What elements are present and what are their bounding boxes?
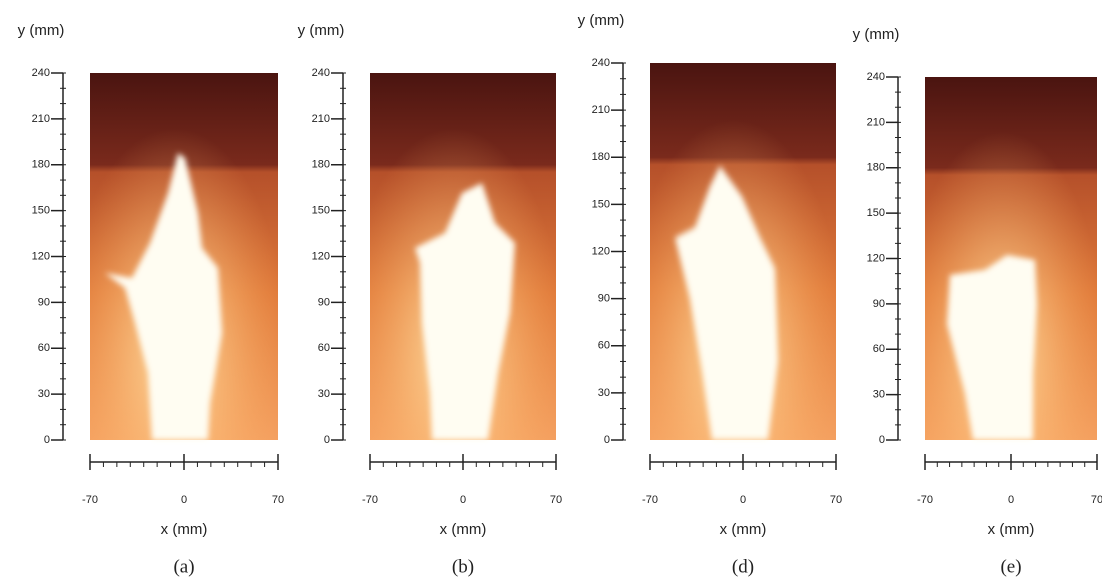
y-tick-label: 60 [598,340,610,352]
x-tick-label: -70 [642,494,658,506]
x-tick-label: 0 [740,494,746,506]
panel: 0 30 60 90 120 150 180 210 240 y (mm) -70 0 70 x (mm)… [578,12,842,577]
x-axis-label: x (mm) [161,521,208,538]
panel-caption: (a) [173,556,194,577]
y-tick-label: 240 [592,57,610,69]
y-tick-label: 90 [38,296,50,308]
x-tick-label: 70 [272,494,284,506]
flame [947,255,1037,440]
y-tick-label: 0 [44,434,50,446]
y-tick-label: 60 [38,342,50,354]
x-tick-label: -70 [362,494,378,506]
y-tick-label: 240 [867,71,885,83]
x-axis-label: x (mm) [720,521,767,538]
x-axis-label: x (mm) [440,521,487,538]
x-tick-label: 70 [550,494,562,506]
y-tick-label: 180 [312,159,330,171]
y-tick-label: 210 [312,113,330,125]
y-tick-label: 30 [38,388,50,400]
x-tick-label: 70 [1091,494,1102,506]
y-tick-label: 90 [318,296,330,308]
panel-caption: (d) [732,556,754,577]
flame [105,153,222,440]
y-tick-label: 90 [873,298,885,310]
panel: 0 30 60 90 120 150 180 210 240 y (mm) -70 0 70 x (mm)… [18,22,284,577]
panel-caption: (b) [452,556,474,577]
y-tick-label: 210 [32,113,50,125]
y-tick-label: 180 [592,151,610,163]
panel: 0 30 60 90 120 150 180 210 240 y (mm) -70 0 70 x (mm)… [298,22,562,577]
flame [675,165,778,440]
y-tick-label: 30 [598,387,610,399]
y-tick-label: 120 [592,245,610,257]
y-tick-label: 240 [32,67,50,79]
y-tick-label: 150 [32,205,50,217]
y-tick-label: 210 [867,116,885,128]
y-axis-label: y (mm) [853,26,900,43]
x-tick-label: -70 [917,494,933,506]
y-tick-label: 120 [312,250,330,262]
y-tick-label: 150 [867,207,885,219]
flame [415,183,515,440]
y-axis-label: y (mm) [578,12,625,29]
y-tick-label: 60 [873,343,885,355]
y-tick-label: 0 [879,434,885,446]
y-tick-label: 30 [873,389,885,401]
y-tick-label: 210 [592,104,610,116]
panel-caption: (e) [1000,556,1021,577]
y-tick-label: 90 [598,293,610,305]
y-tick-label: 120 [867,252,885,264]
x-tick-label: 0 [1008,494,1014,506]
x-tick-label: 0 [181,494,187,506]
x-tick-label: -70 [82,494,98,506]
x-axis-label: x (mm) [988,521,1035,538]
x-tick-label: 70 [830,494,842,506]
y-tick-label: 150 [592,198,610,210]
y-axis-label: y (mm) [18,22,65,39]
x-tick-label: 0 [460,494,466,506]
y-tick-label: 180 [867,162,885,174]
y-tick-label: 240 [312,67,330,79]
y-tick-label: 120 [32,250,50,262]
y-tick-label: 0 [604,434,610,446]
y-tick-label: 60 [318,342,330,354]
y-tick-label: 150 [312,205,330,217]
y-tick-label: 30 [318,388,330,400]
panel: 0 30 60 90 120 150 180 210 240 y (mm) -70 0 70 x (mm)… [853,26,1102,577]
y-axis-label: y (mm) [298,22,345,39]
y-tick-label: 180 [32,159,50,171]
y-tick-label: 0 [324,434,330,446]
